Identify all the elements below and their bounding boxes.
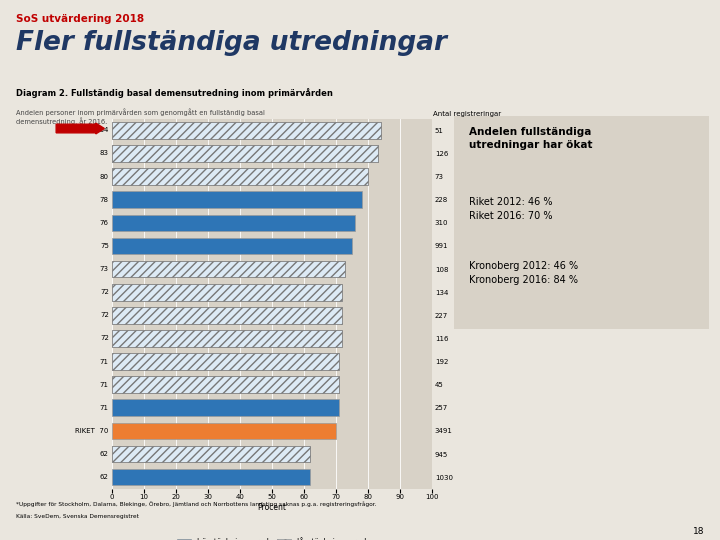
Text: Fler fullständiga utredningar: Fler fullständiga utredningar xyxy=(16,30,447,56)
Text: Diagram 2. Fullständig basal demensutredning inom primärvården: Diagram 2. Fullständig basal demensutred… xyxy=(16,89,333,98)
Text: *Uppgifter för Stockholm, Dalarna, Blekinge, Örebro, Jämtland och Norrbottens la: *Uppgifter för Stockholm, Dalarna, Bleki… xyxy=(16,501,377,507)
Bar xyxy=(112,168,368,185)
Bar xyxy=(112,168,368,185)
Bar xyxy=(112,469,310,485)
Bar xyxy=(112,330,342,347)
Bar xyxy=(112,145,377,162)
Bar xyxy=(112,261,346,278)
Text: Andelen fullständiga
utredningar har ökat: Andelen fullständiga utredningar har öka… xyxy=(469,127,593,150)
Bar xyxy=(112,330,342,347)
X-axis label: Procent: Procent xyxy=(257,503,287,512)
Bar xyxy=(112,238,352,254)
Bar xyxy=(112,446,310,462)
Bar xyxy=(112,376,339,393)
Bar xyxy=(112,446,310,462)
Text: Kronoberg 2012: 46 %
Kronoberg 2016: 84 %: Kronoberg 2012: 46 % Kronoberg 2016: 84 … xyxy=(469,261,578,285)
Bar xyxy=(112,261,346,278)
Text: 18: 18 xyxy=(693,526,704,536)
Bar xyxy=(112,284,342,301)
Legend: hög täckningsgrad, låg täckningsgrad: hög täckningsgrad, låg täckningsgrad xyxy=(174,534,369,540)
Bar xyxy=(112,307,342,323)
Bar xyxy=(112,284,342,301)
Bar xyxy=(112,353,339,370)
Text: SoS utvärdering 2018: SoS utvärdering 2018 xyxy=(16,14,144,24)
Bar xyxy=(112,307,342,323)
Text: Källa: SveDem, Svenska Demensregistret: Källa: SveDem, Svenska Demensregistret xyxy=(16,514,139,519)
Text: Andelen personer inom primärvården som genomgått en fullständig basal
demensutre: Andelen personer inom primärvården som g… xyxy=(16,108,265,125)
Text: Antal registreringar: Antal registreringar xyxy=(433,111,501,117)
Bar xyxy=(112,191,361,208)
Bar xyxy=(112,423,336,439)
Bar xyxy=(112,122,381,139)
Bar xyxy=(112,353,339,370)
Bar xyxy=(112,400,339,416)
Bar xyxy=(112,376,339,393)
Bar xyxy=(112,122,381,139)
Bar xyxy=(112,145,377,162)
Text: Riket 2012: 46 %
Riket 2016: 70 %: Riket 2012: 46 % Riket 2016: 70 % xyxy=(469,197,552,221)
Bar xyxy=(112,214,355,231)
